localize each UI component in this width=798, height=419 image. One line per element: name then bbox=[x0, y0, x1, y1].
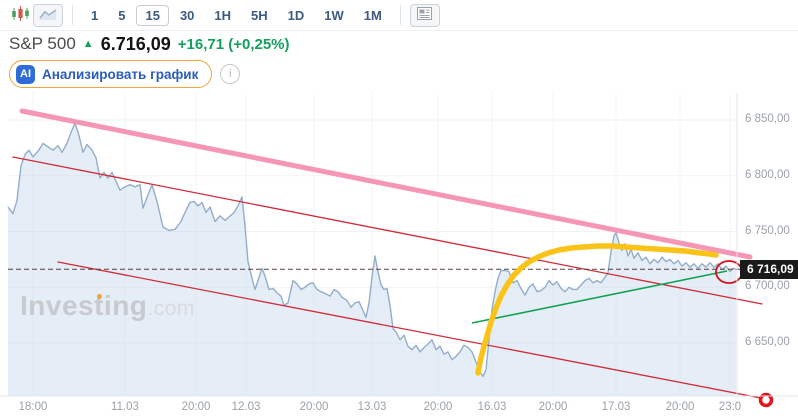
y-axis-tick-label: 6 850,00 bbox=[745, 113, 790, 125]
interval-button-1[interactable]: 1 bbox=[82, 5, 107, 26]
last-price: 6.716,09 bbox=[100, 33, 171, 54]
watermark-dot-icon bbox=[97, 294, 102, 299]
investing-watermark: Investing.com bbox=[20, 290, 195, 322]
ai-icon: AI bbox=[16, 64, 35, 84]
highlight-circle-annotation bbox=[715, 260, 743, 284]
interval-button-5h[interactable]: 5H bbox=[242, 5, 277, 26]
info-icon[interactable]: i bbox=[220, 64, 241, 84]
symbol-name: S&P 500 bbox=[9, 34, 76, 53]
x-axis-tick-label: 13.03 bbox=[357, 401, 387, 413]
area-fill bbox=[8, 123, 736, 397]
watermark-tld: .com bbox=[147, 297, 195, 320]
interval-button-5[interactable]: 5 bbox=[109, 5, 134, 26]
analyze-chart-label: Анализировать график bbox=[42, 66, 199, 82]
line-chart-icon bbox=[38, 6, 58, 25]
candlestick-icon bbox=[10, 3, 31, 27]
price-line-series bbox=[7, 122, 737, 378]
y-axis-tick-label: 6 750,00 bbox=[745, 224, 790, 237]
x-axis-tick-label: 20:00 bbox=[538, 401, 568, 413]
watermark-brand: Investing bbox=[20, 290, 148, 321]
trendline-end-dot bbox=[758, 392, 774, 408]
quote-row: S&P 500 ▲ 6.716,09 +16,71 (+0,25%) bbox=[9, 31, 290, 57]
yellow-curve-annotation bbox=[475, 243, 719, 376]
line-chart-button[interactable] bbox=[33, 3, 63, 27]
toolbar-divider bbox=[72, 5, 73, 25]
interval-button-30[interactable]: 30 bbox=[171, 5, 203, 26]
analyze-chart-button[interactable]: AI Анализировать график bbox=[9, 60, 213, 88]
red-trendline-lower bbox=[57, 261, 767, 400]
red-trendline-upper bbox=[12, 156, 763, 305]
y-axis-tick-label: 6 700,00 bbox=[745, 280, 790, 293]
x-axis-tick-label: 20:00 bbox=[181, 401, 211, 413]
interval-group: 1 5 15 30 1H 5H 1D 1W 1M bbox=[82, 4, 391, 26]
interval-button-1w[interactable]: 1W bbox=[315, 5, 353, 26]
interval-button-1d[interactable]: 1D bbox=[279, 5, 314, 26]
x-axis-tick-label: 20:00 bbox=[423, 401, 453, 413]
last-price-axis-label: 6 716,09 bbox=[740, 259, 798, 279]
x-axis-tick-label: 17.03 bbox=[601, 401, 631, 413]
x-axis-tick-label: 11.03 bbox=[111, 401, 139, 413]
interval-button-1h[interactable]: 1H bbox=[205, 5, 240, 26]
candlestick-chart-button[interactable] bbox=[8, 3, 33, 27]
y-axis-tick-label: 6 800,00 bbox=[745, 168, 790, 181]
x-axis-tick-label: 23:0 bbox=[718, 401, 742, 413]
x-axis-tick-label: 12.03 bbox=[231, 401, 261, 413]
interval-button-15[interactable]: 15 bbox=[136, 4, 169, 26]
toolbar-divider bbox=[399, 5, 401, 25]
x-axis-tick-label: 18:00 bbox=[18, 401, 48, 413]
news-panel-icon bbox=[417, 7, 433, 23]
ai-row: AI Анализировать график i bbox=[9, 60, 241, 88]
x-axis-tick-label: 20:00 bbox=[665, 401, 695, 413]
y-axis-tick-label: 6 650,00 bbox=[745, 336, 790, 348]
interval-button-1m[interactable]: 1M bbox=[355, 5, 391, 26]
x-axis-tick-label: 16.03 bbox=[477, 401, 507, 413]
pink-trendline bbox=[19, 108, 753, 260]
news-panel-button[interactable] bbox=[409, 3, 440, 27]
green-trendline bbox=[471, 270, 728, 324]
arrow-up-icon: ▲ bbox=[82, 37, 94, 50]
x-axis-tick-label: 20:00 bbox=[299, 401, 329, 413]
chart-toolbar: 1 5 15 30 1H 5H 1D 1W 1M bbox=[0, 0, 798, 31]
price-change: +16,71 (+0,25%) bbox=[177, 35, 290, 53]
